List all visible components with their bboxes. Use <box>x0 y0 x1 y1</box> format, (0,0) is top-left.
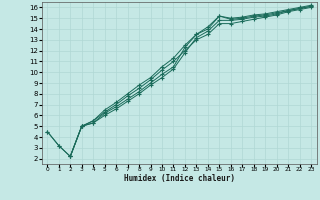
X-axis label: Humidex (Indice chaleur): Humidex (Indice chaleur) <box>124 174 235 183</box>
